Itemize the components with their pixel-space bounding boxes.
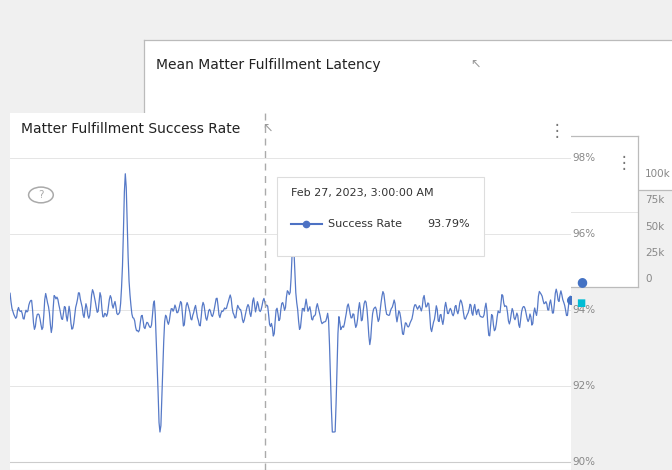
Text: ⋮: ⋮ [616, 154, 632, 172]
Text: 90%: 90% [573, 457, 595, 467]
Text: 75k: 75k [645, 195, 665, 205]
Text: ⋮: ⋮ [549, 122, 565, 140]
Text: ↖: ↖ [263, 122, 273, 135]
Text: 98%: 98% [573, 153, 595, 164]
Text: Feb 27, 2023, 3:00:00 AM: Feb 27, 2023, 3:00:00 AM [290, 188, 433, 198]
Text: Success Rate: Success Rate [328, 219, 403, 228]
FancyBboxPatch shape [277, 177, 485, 256]
Text: 93.79%: 93.79% [427, 219, 470, 228]
Text: ?: ? [38, 190, 44, 200]
Text: 100k: 100k [645, 169, 671, 179]
Text: 25k: 25k [645, 248, 665, 258]
Text: ●: ● [576, 275, 587, 289]
Text: 92%: 92% [573, 381, 595, 392]
Text: Matter Fulfillment Success Rate: Matter Fulfillment Success Rate [22, 122, 241, 136]
Text: ■: ■ [576, 298, 585, 308]
Text: 94%: 94% [573, 306, 595, 315]
Text: Matter Execution Fulfillment - Device Type Breakdown: Matter Execution Fulfillment - Device Ty… [89, 154, 464, 168]
Text: 0: 0 [645, 274, 652, 284]
Text: Mean Matter Fulfillment Latency: Mean Matter Fulfillment Latency [156, 58, 380, 72]
Text: ↖: ↖ [470, 58, 480, 71]
Text: 50k: 50k [645, 221, 665, 232]
Text: ↖: ↖ [526, 154, 537, 167]
Text: 96%: 96% [573, 229, 595, 239]
